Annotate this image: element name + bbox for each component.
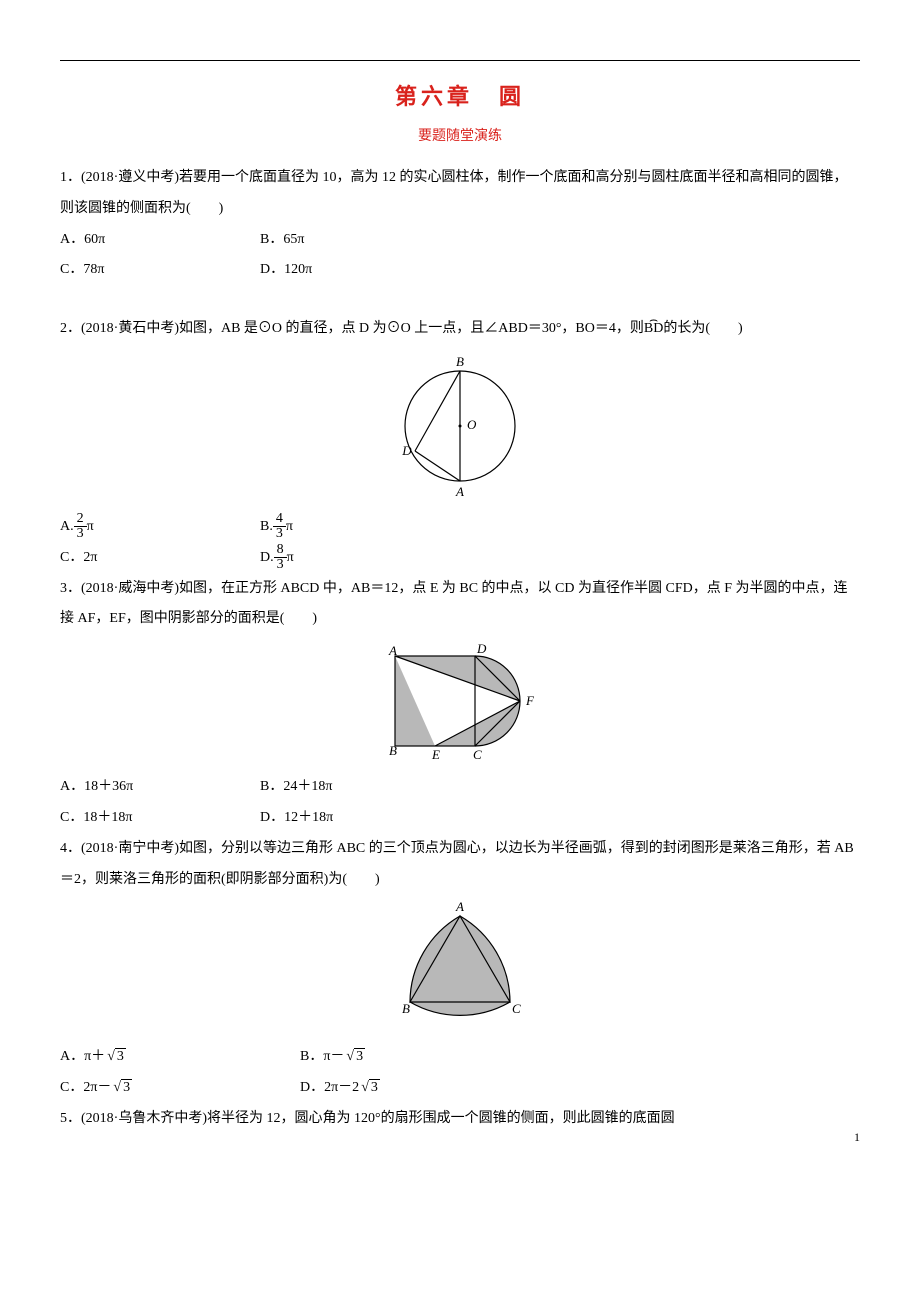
q2-opt-a: A.23π (60, 512, 260, 543)
sqrt-icon: 3 (344, 1042, 365, 1073)
q5-stem: 5．(2018·乌鲁木齐中考)将半径为 12，圆心角为 120°的扇形围成一个圆… (60, 1104, 860, 1135)
q4-opt-c: C．2π－3 (60, 1073, 300, 1104)
q2-stem-pre: 2．(2018·黄石中考)如图，AB 是⊙O 的直径，点 D 为⊙O 上一点，且… (60, 321, 644, 336)
q4-stem: 4．(2018·南宁中考)如图，分别以等边三角形 ABC 的三个顶点为圆心，以边… (60, 834, 860, 896)
q1-options-2: C．78π D．120π (60, 255, 860, 286)
q1-opt-d: D．120π (260, 255, 460, 286)
q3-stem: 3．(2018·威海中考)如图，在正方形 ABCD 中，AB＝12，点 E 为 … (60, 574, 860, 636)
sqrt-icon: 3 (111, 1073, 132, 1104)
arc-bd: BD (644, 314, 663, 345)
q2-figure: B O D A (60, 351, 860, 506)
q2-label-b: B (456, 354, 464, 369)
q2-options-row1: A.23π B.43π (60, 512, 860, 543)
q1-options: A．60π B．65π (60, 225, 860, 256)
q4-opt-a: A．π＋3 (60, 1042, 300, 1073)
q4-options-row1: A．π＋3 B．π－3 (60, 1042, 860, 1073)
q3-opt-b: B．24＋18π (260, 772, 460, 803)
q4-figure: A B C (60, 901, 860, 1036)
q3-label-f: F (525, 693, 535, 708)
frac-icon: 83 (274, 543, 287, 572)
q3-label-a: A (388, 643, 397, 658)
sqrt-icon: 3 (105, 1042, 126, 1073)
q4-options-row2: C．2π－3 D．2π－23 (60, 1073, 860, 1104)
q3-opt-a: A．18＋36π (60, 772, 260, 803)
q2-label-o: O (467, 417, 477, 432)
q2-label-a: A (455, 484, 464, 499)
page-number: 1 (854, 1130, 860, 1145)
top-rule (60, 60, 860, 61)
q1-opt-c: C．78π (60, 255, 260, 286)
q2-opt-c: C．2π (60, 543, 260, 574)
q2-stem: 2．(2018·黄石中考)如图，AB 是⊙O 的直径，点 D 为⊙O 上一点，且… (60, 314, 860, 345)
q4-label-b: B (402, 1001, 410, 1016)
q3-figure: A D B E C F (60, 641, 860, 766)
q1-opt-a: A．60π (60, 225, 260, 256)
q3-label-e: E (431, 747, 440, 761)
q1-stem: 1．(2018·遵义中考)若要用一个底面直径为 10，高为 12 的实心圆柱体，… (60, 163, 860, 225)
chapter-title: 第六章 圆 (60, 79, 860, 111)
sqrt-icon: 3 (359, 1073, 380, 1104)
frac-icon: 23 (74, 512, 87, 541)
q4-label-a: A (455, 901, 464, 914)
q2-options-row2: C．2π D.83π (60, 543, 860, 574)
section-subtitle: 要题随堂演练 (60, 125, 860, 145)
q3-opt-c: C．18＋18π (60, 803, 260, 834)
q2-label-d: D (401, 443, 412, 458)
q4-label-c: C (512, 1001, 521, 1016)
q4-opt-b: B．π－3 (300, 1042, 540, 1073)
q3-label-c: C (473, 747, 482, 761)
q3-options-row1: A．18＋36π B．24＋18π (60, 772, 860, 803)
q4-opt-d: D．2π－23 (300, 1073, 540, 1104)
q3-options-row2: C．18＋18π D．12＋18π (60, 803, 860, 834)
q2-opt-b: B.43π (260, 512, 460, 543)
q2-stem-post: 的长为( ) (663, 321, 742, 336)
q3-label-d: D (476, 641, 487, 656)
q1-opt-b: B．65π (260, 225, 460, 256)
frac-icon: 43 (273, 512, 286, 541)
q3-opt-d: D．12＋18π (260, 803, 460, 834)
q3-label-b: B (389, 743, 397, 758)
q2-opt-d: D.83π (260, 543, 460, 574)
